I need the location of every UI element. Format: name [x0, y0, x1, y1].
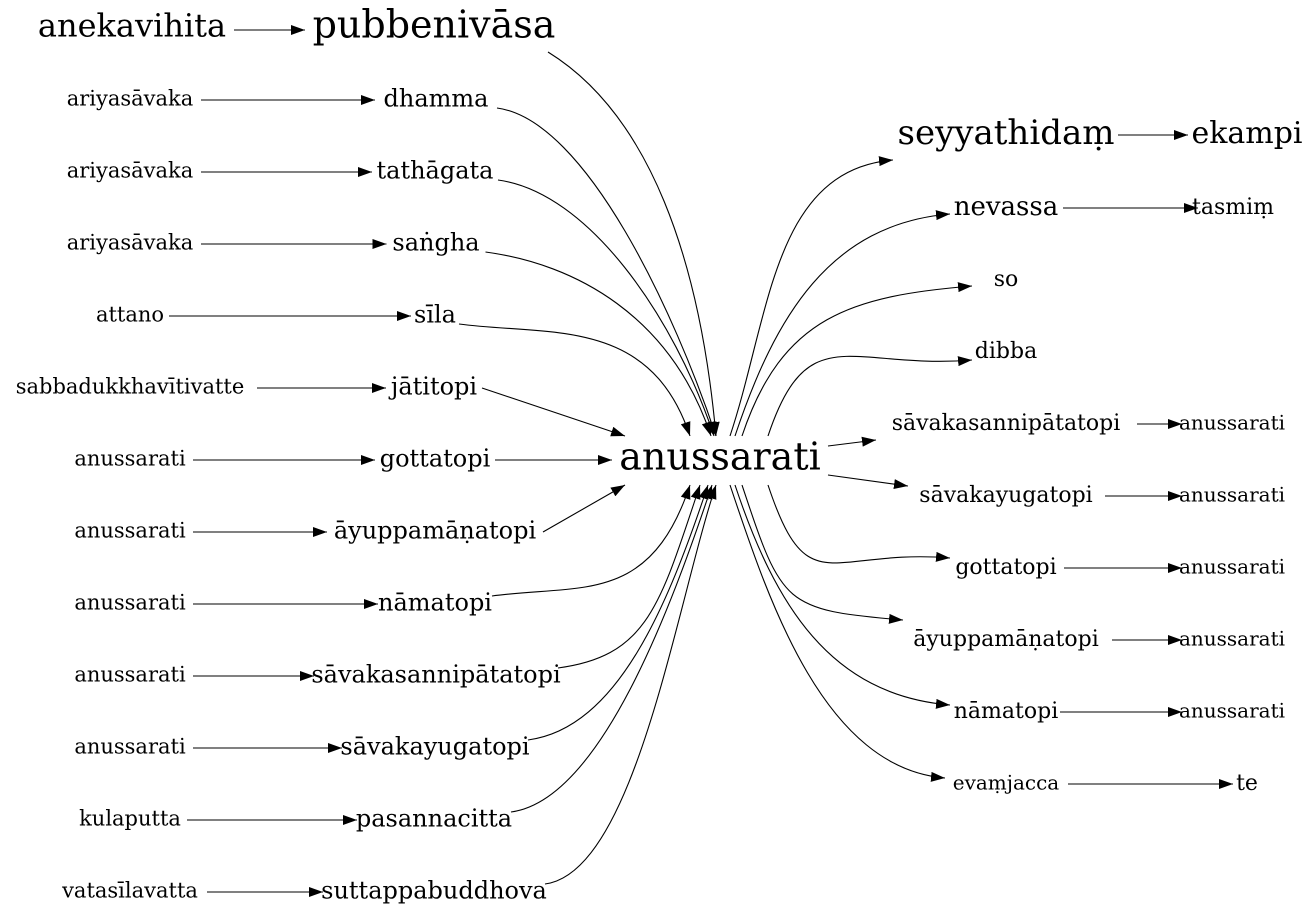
node-left-source-4: sabbadukkhavītivatte [16, 375, 245, 399]
edge-left-out-10 [510, 484, 713, 813]
node-top-target: pubbenivāsa [313, 3, 556, 47]
edge-left-out-8 [557, 484, 701, 669]
edge-left-out-7 [491, 484, 691, 597]
node-right-source-9: evaṃjacca [953, 771, 1060, 795]
node-right-source-8: nāmatopi [954, 699, 1058, 724]
node-left-source-11: vatasīlavatta [61, 879, 198, 903]
node-right-target-1: tasmiṃ [1192, 195, 1274, 220]
edge-right-in-9 [729, 484, 946, 782]
node-right-source-0: seyyathidaṃ [898, 113, 1115, 153]
node-right-target-6: anussarati [1179, 555, 1285, 579]
node-left-target-2: saṅgha [392, 229, 479, 257]
edge-left-out-6 [542, 484, 626, 533]
edge-left-out-9 [527, 484, 709, 741]
node-layer: anussarati anekavihita pubbenivāsa ariyasāv… [16, 3, 1303, 905]
node-left-target-6: āyuppamāṇatopi [334, 517, 537, 545]
edge-right-in-2 [741, 282, 973, 437]
node-center: anussarati [619, 435, 821, 479]
node-left-target-11: suttappabuddhova [321, 877, 547, 905]
node-left-source-9: anussarati [74, 735, 186, 759]
node-right-target-9: te [1236, 771, 1258, 796]
node-right-source-6: gottatopi [955, 555, 1056, 580]
node-right-source-5: sāvakayugatopi [919, 483, 1092, 508]
node-left-source-2: ariyasāvaka [67, 231, 194, 255]
node-right-target-4: anussarati [1179, 411, 1285, 435]
edge-top-target-to-center [547, 51, 720, 437]
edge-left-out-1 [497, 179, 715, 437]
node-left-source-5: anussarati [74, 447, 186, 471]
edge-left-out-11 [544, 484, 717, 885]
edge-left-out-3 [458, 323, 691, 437]
node-left-target-9: sāvakayugatopi [340, 733, 529, 761]
edge-right-in-0 [729, 156, 894, 437]
node-right-source-4: sāvakasannipātatopi [892, 411, 1121, 436]
node-left-target-5: gottatopi [380, 445, 491, 473]
node-left-target-4: jātitopi [388, 373, 478, 401]
node-right-target-7: anussarati [1179, 627, 1285, 651]
node-left-source-1: ariyasāvaka [67, 159, 194, 183]
node-left-target-0: dhamma [384, 85, 489, 113]
edge-right-in-8 [734, 484, 951, 709]
node-right-source-1: nevassa [954, 192, 1059, 222]
node-left-source-7: anussarati [74, 591, 186, 615]
edge-right-in-6 [767, 484, 951, 564]
node-left-target-10: pasannacitta [356, 805, 512, 833]
node-left-target-3: sīla [414, 301, 456, 329]
node-left-source-6: anussarati [74, 519, 186, 543]
edge-left-out-2 [485, 251, 712, 437]
node-right-source-7: āyuppamāṇatopi [913, 627, 1098, 652]
node-left-source-10: kulaputta [79, 807, 181, 831]
edge-right-in-3 [767, 355, 973, 437]
edge-right-in-4 [827, 436, 877, 447]
node-left-source-8: anussarati [74, 663, 186, 687]
edge-right-in-7 [741, 484, 904, 624]
node-right-target-0: ekampi [1191, 116, 1302, 151]
node-right-source-2: so [994, 267, 1019, 292]
edge-right-in-5 [827, 474, 909, 490]
edge-left-out-4 [481, 387, 626, 437]
edge-left-out-0 [496, 107, 717, 437]
node-right-target-5: anussarati [1179, 483, 1285, 507]
node-left-target-8: sāvakasannipātatopi [311, 661, 561, 689]
node-left-target-7: nāmatopi [378, 589, 492, 617]
edge-right-in-1 [734, 210, 951, 437]
node-left-source-3: attano [96, 303, 164, 327]
node-right-source-3: dibba [975, 339, 1037, 364]
node-left-source-0: ariyasāvaka [67, 87, 194, 111]
node-left-target-1: tathāgata [377, 157, 494, 185]
node-top-source: anekavihita [38, 7, 226, 45]
edge-layer [169, 25, 1233, 897]
node-right-target-8: anussarati [1179, 699, 1285, 723]
